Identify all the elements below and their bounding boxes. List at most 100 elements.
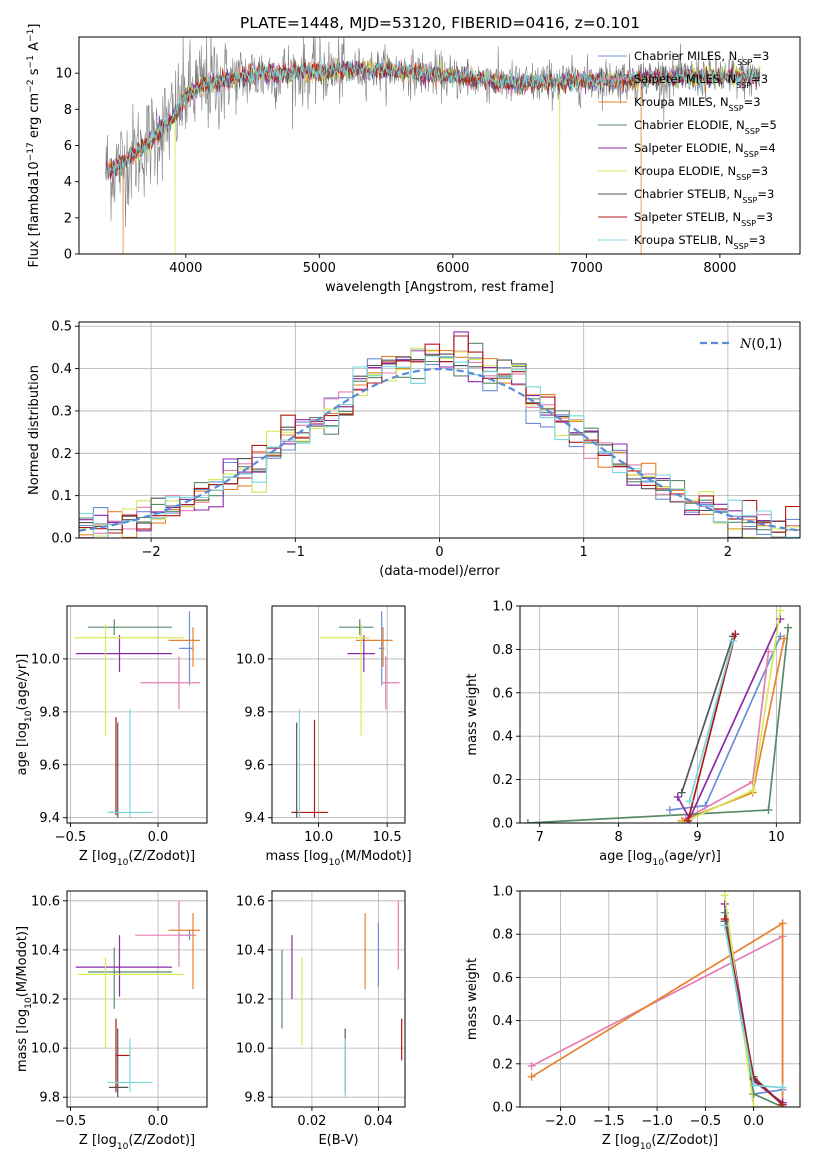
- y-tick-label: 0.5: [51, 320, 72, 335]
- grid-lines: [67, 606, 207, 823]
- y-tick-label: 9.6: [39, 758, 60, 773]
- errorbar-0: [179, 611, 193, 686]
- plot-area: [75, 900, 200, 1098]
- y-tick-label: 0.6: [492, 971, 513, 986]
- mass-weight-line-5: [723, 895, 783, 1107]
- errorbar-2: [355, 627, 393, 667]
- x-tick-label: 0.04: [364, 1114, 393, 1129]
- y-tick-label: 0.3: [51, 404, 72, 419]
- y-axis-label: Flux [flambda10−17 erg cm−2 s−1 A−1]: [26, 24, 42, 268]
- y-tick-label: 0.2: [492, 1057, 513, 1072]
- mass-weight-line-8: [688, 640, 734, 802]
- x-tick-label: 10.5: [373, 830, 402, 845]
- legend-gaussian-label: N(0,1): [739, 337, 782, 352]
- y-tick-label: 1.0: [492, 600, 513, 615]
- legend-label-7: Salpeter STELIB, NSSP=3: [634, 210, 773, 228]
- y-tick-label: 0: [64, 248, 72, 263]
- y-tick-label: 10.0: [31, 652, 60, 667]
- x-axis-label: Z [log10(Z/Zodot)]: [79, 849, 195, 868]
- mass-weight-marker: [728, 636, 737, 645]
- mass-weight-marker: [720, 921, 729, 930]
- mass-weight-marker: [677, 819, 686, 823]
- x-axis-label: mass [log10(M/Modot)]: [265, 849, 411, 868]
- x-tick-label: 7000: [570, 261, 603, 276]
- errorbar-2: [168, 627, 200, 667]
- x-tick-label: 5000: [303, 261, 336, 276]
- y-tick-label: 8: [64, 103, 72, 118]
- mass-weight-marker: [778, 1100, 787, 1107]
- y-tick-label: 9.6: [244, 758, 265, 773]
- legend-label-0: Chabrier MILES, NSSP=3: [634, 49, 769, 67]
- x-tick-label: −1.0: [641, 1114, 673, 1129]
- y-tick-label: 0.4: [492, 1014, 513, 1029]
- panel-mw_age: 7 8 9 10 0.0 0.2 0.4 0.6 0.8 1.0 age [log10(age/yr…: [465, 600, 801, 868]
- x-axis-label: wavelength [Angstrom, rest frame]: [325, 280, 554, 295]
- x-tick-label: 6000: [436, 261, 469, 276]
- y-tick-label: 0.4: [492, 730, 513, 745]
- y-tick-label: 10.0: [31, 1042, 60, 1057]
- figure-title: PLATE=1448, MJD=53120, FIBERID=0416, z=0…: [240, 14, 640, 32]
- y-tick-label: 0.2: [51, 447, 72, 462]
- axes-frame: [271, 605, 406, 824]
- y-tick-label: 10: [55, 67, 72, 82]
- x-tick-label: 8000: [703, 261, 736, 276]
- mass-weight-marker: [731, 630, 740, 639]
- x-tick-label: 0.0: [743, 1114, 764, 1129]
- model-spectrum-8: [105, 57, 760, 179]
- y-tick-label: 0.0: [492, 1101, 513, 1116]
- errorbar-8: [107, 1038, 153, 1093]
- mass-weight-marker: [778, 1083, 787, 1092]
- grid-lines: [272, 606, 405, 823]
- errorbar-7: [115, 1018, 130, 1093]
- y-tick-label: 10.4: [31, 943, 60, 958]
- y-tick-label: 10.6: [31, 894, 60, 909]
- plot-area: [105, 37, 761, 254]
- x-tick-label: 4000: [169, 261, 202, 276]
- y-tick-label: 4: [64, 175, 72, 190]
- plot-area: [74, 611, 200, 818]
- mass-weight-marker: [784, 623, 793, 632]
- errorbar-6: [291, 722, 298, 818]
- x-tick-label: 7: [536, 830, 544, 845]
- mass-weight-marker: [776, 606, 785, 615]
- panel-mass_Z: −0.5 0.0 9.8 10.0 10.2 10.4 10.6 Z [log10(Z/Zod…: [15, 890, 208, 1152]
- x-tick-label: 8: [614, 830, 622, 845]
- errorbar-8: [107, 709, 153, 818]
- y-tick-label: 9.4: [244, 811, 265, 826]
- mass-weight-marker: [749, 1081, 758, 1090]
- x-tick-label: −1: [286, 545, 305, 560]
- y-tick-label: 0.0: [51, 532, 72, 547]
- x-tick-label: −2: [142, 545, 161, 560]
- errorbar-4: [75, 635, 172, 673]
- mass-weight-marker: [527, 1072, 536, 1081]
- mass-weight-marker: [776, 615, 785, 624]
- legend-label-8: Kroupa STELIB, NSSP=3: [634, 233, 766, 251]
- y-tick-label: 10.2: [31, 993, 60, 1008]
- grid-lines: [272, 891, 405, 1107]
- panel-age_mass: 10.0 10.5 9.4 9.6 9.8 10.0 mass [log10(M/Modot…: [236, 605, 412, 868]
- x-tick-label: 10.0: [304, 830, 333, 845]
- y-tick-label: 0.8: [492, 928, 513, 943]
- mass-weight-marker: [749, 1090, 758, 1099]
- legend-label-2: Kroupa MILES, NSSP=3: [634, 95, 761, 113]
- y-tick-label: 1.0: [492, 885, 513, 900]
- legend-label-4: Salpeter ELODIE, NSSP=4: [634, 141, 776, 159]
- x-tick-label: 0.02: [297, 1114, 326, 1129]
- errorbar-1: [381, 656, 400, 710]
- x-tick-label: 0.0: [148, 830, 169, 845]
- plot-area: [527, 891, 787, 1107]
- x-tick-label: −0.5: [55, 830, 87, 845]
- x-tick-label: 9: [693, 830, 701, 845]
- x-tick-label: 0.0: [148, 1114, 169, 1129]
- y-tick-label: 10.4: [236, 943, 265, 958]
- plot-area: [79, 331, 800, 538]
- mass-weight-marker: [748, 786, 757, 795]
- x-tick-label: 1: [580, 545, 588, 560]
- mass-weight-marker: [527, 1061, 536, 1070]
- mass-weight-marker: [778, 919, 787, 928]
- y-tick-label: 2: [64, 211, 72, 226]
- y-axis-label: mass [log10(M/Modot)]: [15, 926, 34, 1072]
- y-axis-label: mass weight: [465, 673, 480, 755]
- y-tick-label: 9.4: [39, 811, 60, 826]
